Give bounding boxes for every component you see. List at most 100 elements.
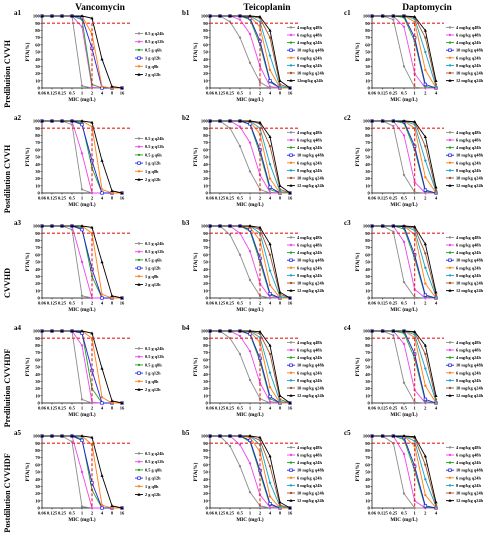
- y-tick-label: 70: [35, 35, 40, 40]
- data-point: [268, 85, 272, 88]
- y-tick-label: 10: [203, 288, 208, 293]
- x-tick-label: 8: [279, 511, 282, 516]
- y-tick-label: 40: [35, 57, 40, 62]
- x-tick-label: 0.06: [206, 91, 215, 96]
- legend-label: 4 mg/kg q48h: [456, 25, 481, 30]
- x-axis-label: MIC (mg/L): [236, 411, 264, 418]
- y-tick-label: 70: [35, 140, 40, 145]
- legend-label: 8 mg/kg q24h: [297, 378, 322, 383]
- y-tick-label: 100: [363, 14, 371, 19]
- legend-marker: [289, 131, 293, 134]
- x-tick-label: 0.125: [377, 196, 388, 201]
- data-point: [402, 381, 406, 385]
- legend-label: 8 mg/kg q24h: [456, 168, 481, 173]
- legend-marker: [448, 341, 452, 344]
- x-tick-label: 0.125: [47, 196, 58, 201]
- x-tick-label: 16: [120, 91, 125, 96]
- data-point: [381, 329, 385, 333]
- legend-label: 12 mg/kg q24h: [456, 183, 484, 188]
- y-tick-label: 20: [365, 386, 370, 391]
- x-tick-label: 0.5: [237, 511, 243, 516]
- legend-marker: [448, 56, 452, 59]
- legend-marker: [137, 258, 141, 262]
- data-point: [100, 366, 104, 370]
- x-tick-label: 1: [81, 196, 84, 201]
- data-point: [434, 394, 438, 397]
- legend-label: 8 mg/kg q24h: [456, 273, 481, 278]
- y-tick-label: 20: [203, 176, 208, 181]
- x-tick-label: 0.25: [58, 196, 67, 201]
- series-line: [372, 330, 437, 404]
- data-point: [238, 145, 242, 148]
- data-point: [218, 14, 222, 18]
- data-point: [258, 120, 262, 124]
- y-tick-label: 100: [33, 224, 41, 229]
- data-point: [80, 260, 84, 264]
- series-line: [372, 120, 437, 191]
- x-tick-label: 0.06: [38, 196, 47, 201]
- x-tick-label: 0.5: [401, 91, 407, 96]
- legend-label: 4 mg/kg q48h: [297, 25, 322, 30]
- y-tick-label: 90: [203, 441, 208, 446]
- legend-marker: [448, 131, 452, 134]
- x-tick-label: 4: [269, 196, 272, 201]
- x-tick-label: 1: [414, 301, 417, 306]
- legend-marker: [289, 64, 293, 67]
- y-tick-label: 20: [35, 71, 40, 76]
- legend-marker: [137, 468, 141, 472]
- data-point: [70, 434, 74, 438]
- data-point: [258, 20, 262, 23]
- legend-marker: [137, 137, 141, 140]
- series-line: [210, 330, 291, 404]
- panel-label: c1: [344, 9, 351, 17]
- x-tick-label: 8: [279, 301, 282, 306]
- x-axis-label: MIC (mg/L): [390, 411, 418, 418]
- data-point: [424, 175, 427, 179]
- y-tick-label: 100: [201, 224, 209, 229]
- y-tick-label: 10: [35, 78, 40, 83]
- y-tick-label: 80: [365, 448, 370, 453]
- legend-marker: [448, 393, 452, 397]
- panel-label: c5: [344, 429, 351, 437]
- panel-label: a1: [14, 9, 22, 17]
- series-line: [210, 15, 290, 89]
- data-point: [90, 191, 94, 195]
- legend-label: 0.5 g q24h: [145, 31, 164, 36]
- data-point: [100, 506, 104, 510]
- x-tick-label: 16: [288, 91, 293, 96]
- x-tick-label: 2: [424, 196, 427, 201]
- legend-marker: [448, 169, 452, 172]
- legend-marker: [137, 363, 141, 367]
- data-point: [392, 334, 395, 337]
- y-tick-label: 20: [365, 281, 370, 286]
- x-tick-label: 4: [269, 511, 272, 516]
- data-point: [110, 504, 114, 508]
- legend-label: 12 mg/kg q24h: [297, 393, 325, 398]
- y-axis-label: PTA(%): [24, 462, 31, 481]
- legend-label: 10 mg/kg q24h: [297, 386, 325, 391]
- legend-marker: [137, 371, 141, 375]
- data-point: [370, 14, 374, 18]
- data-point: [208, 434, 212, 438]
- x-tick-label: 8: [279, 91, 282, 96]
- y-tick-label: 70: [35, 350, 40, 355]
- data-point: [248, 349, 252, 353]
- x-tick-label: 8: [111, 406, 114, 411]
- legend-label: 6 mg/kg q24h: [297, 265, 322, 270]
- legend-marker: [448, 251, 452, 254]
- data-point: [268, 283, 272, 287]
- data-point: [80, 344, 84, 347]
- data-point: [90, 401, 94, 404]
- legend-label: 2 g q12h: [145, 492, 161, 497]
- y-tick-label: 40: [35, 477, 40, 482]
- y-tick-label: 10: [203, 393, 208, 398]
- data-point: [424, 159, 427, 162]
- x-tick-label: 16: [288, 511, 293, 516]
- legend-marker: [289, 468, 293, 472]
- legend-marker: [448, 176, 452, 180]
- panel-b5: b5 0 10 20 30 40 50 60 70 80 90 100 0.06 0.125 0.25 0.5…: [182, 429, 325, 523]
- series-line: [210, 15, 290, 89]
- legend-marker: [448, 41, 452, 44]
